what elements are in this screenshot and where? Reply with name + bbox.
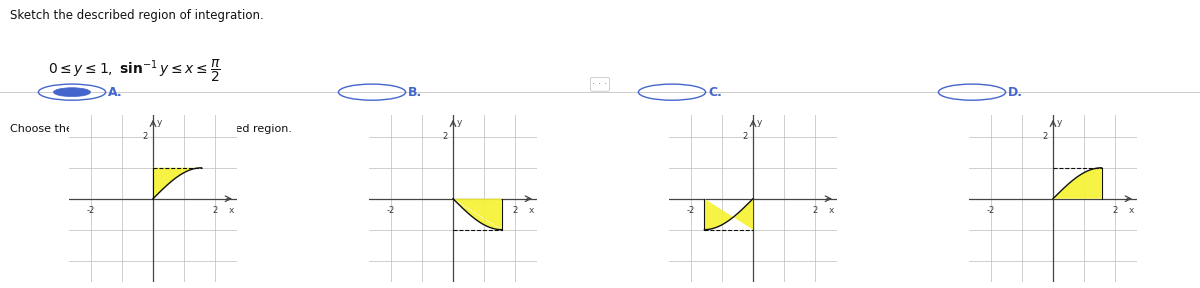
Text: x: x	[229, 206, 234, 215]
Polygon shape	[704, 199, 754, 230]
Text: D.: D.	[1008, 86, 1022, 99]
Text: $0 \leq y \leq 1,\ \mathbf{sin}^{-1}\,y \leq x \leq \dfrac{\pi}{2}$: $0 \leq y \leq 1,\ \mathbf{sin}^{-1}\,y …	[48, 58, 221, 84]
Text: y: y	[1057, 118, 1062, 127]
Text: 2: 2	[212, 206, 217, 215]
Text: y: y	[157, 118, 162, 127]
Text: 2: 2	[1112, 206, 1117, 215]
Text: 2: 2	[742, 132, 748, 141]
Text: Choose the correct sketch of the described region.: Choose the correct sketch of the describ…	[10, 124, 292, 134]
Text: -2: -2	[988, 206, 995, 215]
Text: · · ·: · · ·	[593, 79, 607, 89]
Text: x: x	[1129, 206, 1134, 215]
Text: 2: 2	[512, 206, 517, 215]
Text: B.: B.	[408, 86, 422, 99]
Text: -2: -2	[688, 206, 695, 215]
Text: y: y	[757, 118, 762, 127]
Text: 2: 2	[1042, 132, 1048, 141]
Polygon shape	[454, 199, 502, 230]
Text: 2: 2	[442, 132, 448, 141]
Polygon shape	[154, 168, 202, 199]
Text: 2: 2	[812, 206, 817, 215]
Text: y: y	[457, 118, 462, 127]
Circle shape	[54, 88, 90, 96]
Text: x: x	[829, 206, 834, 215]
Text: -2: -2	[88, 206, 95, 215]
Text: C.: C.	[708, 86, 722, 99]
Text: 2: 2	[142, 132, 148, 141]
Text: x: x	[529, 206, 534, 215]
Text: A.: A.	[108, 86, 122, 99]
Polygon shape	[1054, 168, 1102, 199]
Text: Sketch the described region of integration.: Sketch the described region of integrati…	[10, 9, 263, 22]
Text: -2: -2	[388, 206, 395, 215]
